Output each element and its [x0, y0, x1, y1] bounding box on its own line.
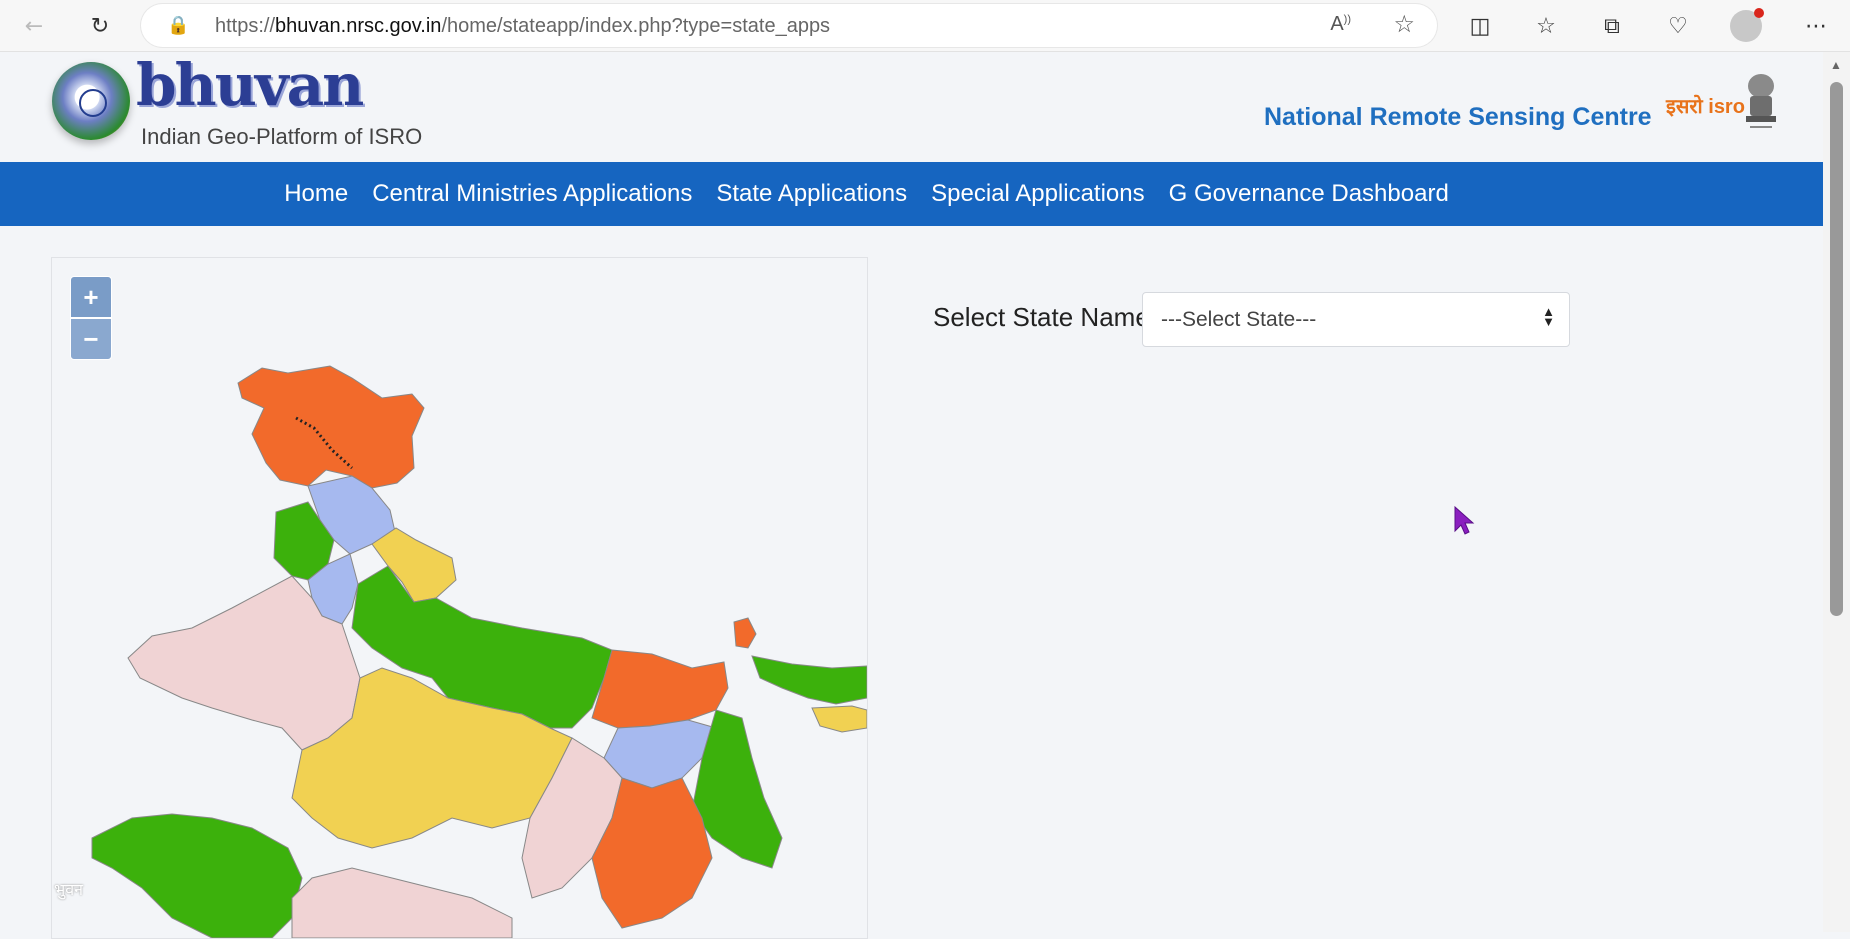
- address-bar[interactable]: 🔒 https://bhuvan.nrsc.gov.in/home/statea…: [141, 4, 1437, 47]
- performance-icon[interactable]: ♡: [1668, 13, 1688, 39]
- split-screen-icon[interactable]: ◫: [1469, 13, 1491, 39]
- state-select-value: ---Select State---: [1161, 308, 1317, 331]
- favorite-star-icon[interactable]: ☆: [1393, 10, 1415, 38]
- select-state-label: Select State Name:: [933, 302, 1157, 332]
- map-region-uttar-pradesh: [351, 565, 613, 729]
- india-state-map[interactable]: + − भुवन: [51, 257, 868, 939]
- isro-mark: इसरो isro: [1666, 96, 1745, 118]
- nav-special-applications[interactable]: Special Applications: [931, 180, 1145, 207]
- zoom-in-button[interactable]: +: [70, 276, 112, 318]
- nav-central-ministries-applications[interactable]: Central Ministries Applications: [372, 180, 693, 207]
- map-region-northeast: [751, 655, 867, 705]
- nav-state-applications[interactable]: State Applications: [716, 180, 908, 207]
- map-region-jammu-kashmir: [237, 365, 425, 489]
- map-region-gujarat: [91, 813, 303, 938]
- map-watermark: भुवन: [54, 882, 84, 899]
- back-icon[interactable]: ←: [24, 13, 44, 39]
- site-header: bhuvan Indian Geo-Platform of ISRO Natio…: [0, 52, 1823, 162]
- page-scrollbar[interactable]: ▲: [1823, 52, 1850, 932]
- page: bhuvan Indian Geo-Platform of ISRO Natio…: [0, 52, 1823, 939]
- map-region-maharashtra: [291, 867, 513, 938]
- scrollbar-thumb[interactable]: [1830, 82, 1843, 616]
- map-region-odisha: [591, 777, 713, 929]
- read-aloud-icon[interactable]: A)): [1330, 13, 1351, 35]
- main-navigation: Home Central Ministries Applications Sta…: [0, 162, 1823, 226]
- scroll-up-icon[interactable]: ▲: [1830, 58, 1842, 72]
- more-menu-icon[interactable]: ⋯: [1805, 13, 1827, 39]
- org-name: National Remote Sensing Centre: [1264, 103, 1652, 131]
- map-region-sikkim: [733, 617, 757, 649]
- national-emblem-icon: [1746, 74, 1776, 128]
- map-region-meghalaya: [811, 705, 867, 733]
- map-border-line: [295, 416, 354, 470]
- select-arrows-icon: ▲ ▼: [1542, 304, 1555, 329]
- state-map-canvas[interactable]: [52, 258, 867, 938]
- favorites-icon[interactable]: ☆: [1536, 13, 1556, 39]
- map-region-uttarakhand: [371, 527, 457, 603]
- map-region-bihar: [591, 649, 729, 729]
- logo-subtitle: Indian Geo-Platform of ISRO: [141, 124, 423, 149]
- chakra-icon: [79, 89, 107, 117]
- browser-toolbar: ← ↻ 🔒 https://bhuvan.nrsc.gov.in/home/st…: [0, 0, 1850, 52]
- refresh-icon[interactable]: ↻: [90, 13, 110, 39]
- mouse-cursor-icon: [1454, 505, 1475, 535]
- nav-g-governance-dashboard[interactable]: G Governance Dashboard: [1168, 180, 1449, 207]
- state-select-dropdown[interactable]: ---Select State--- ▲ ▼: [1142, 292, 1570, 347]
- url-text: https://bhuvan.nrsc.gov.in/home/stateapp…: [215, 15, 831, 37]
- logo-wordmark[interactable]: bhuvan: [136, 51, 364, 119]
- nav-home[interactable]: Home: [284, 180, 349, 207]
- collections-icon[interactable]: ⧉: [1604, 13, 1620, 39]
- profile-avatar[interactable]: [1730, 8, 1764, 42]
- lock-icon: 🔒: [167, 15, 190, 35]
- map-region-west-bengal: [691, 709, 783, 869]
- zoom-out-button[interactable]: −: [70, 318, 112, 360]
